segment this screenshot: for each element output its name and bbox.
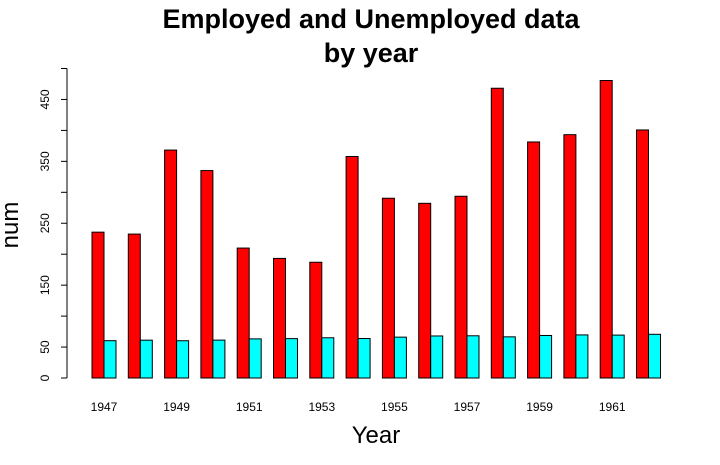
chart-title-line-1: Employed and Unemployed data — [162, 4, 580, 34]
unemployed-bar — [454, 195, 468, 379]
employed-bar — [103, 340, 117, 379]
unemployed-bar — [636, 129, 649, 379]
unemployed-bar — [236, 247, 250, 379]
unemployed-bar — [127, 233, 141, 379]
employed-bar — [321, 337, 335, 379]
x-tick-label: 1955 — [381, 400, 408, 414]
unemployed-bar — [527, 141, 541, 379]
y-tick-label: 350 — [38, 151, 52, 171]
employed-bar — [430, 335, 444, 379]
unemployed-bar — [599, 80, 613, 379]
employed-bar — [248, 338, 262, 379]
y-tick-label: 0 — [38, 374, 52, 381]
employed-bar — [502, 336, 516, 379]
unemployed-bar — [309, 261, 323, 379]
y-tick-label: 150 — [38, 275, 52, 295]
employed-bar — [176, 340, 190, 379]
employed-bar — [285, 338, 298, 379]
x-tick-label: 1947 — [91, 400, 118, 414]
employed-bar — [357, 338, 371, 379]
y-tick-label: 50 — [38, 340, 52, 354]
employed-bar — [393, 336, 407, 379]
x-axis-title: Year — [352, 422, 401, 449]
employed-bar — [539, 334, 553, 379]
x-tick-label: 1957 — [454, 400, 481, 414]
unemployed-bar — [345, 156, 359, 379]
unemployed-bar — [200, 170, 214, 379]
employed-bar — [611, 334, 625, 379]
x-tick-label: 1951 — [236, 400, 263, 414]
x-axis-tick-labels: 1947 1949 1951 1953 1955 1957 1959 1961 — [91, 400, 626, 414]
employed-bar — [648, 333, 661, 379]
unemployed-bar — [91, 231, 105, 379]
unemployed-bar — [418, 202, 432, 379]
x-tick-label: 1953 — [308, 400, 335, 414]
y-axis: 0 50 150 250 350 450 — [38, 68, 68, 381]
employed-bar — [212, 339, 226, 379]
unemployed-bar — [164, 149, 178, 379]
y-tick-label: 450 — [38, 89, 52, 109]
unemployed-bar — [273, 257, 286, 379]
unemployed-bar — [490, 87, 504, 379]
employed-bar — [466, 335, 480, 379]
employed-bar — [139, 339, 153, 379]
unemployed-bar — [563, 134, 577, 379]
y-tick-label: 250 — [38, 213, 52, 233]
chart-title-line-2: by year — [324, 38, 419, 68]
x-tick-label: 1959 — [526, 400, 553, 414]
x-tick-label: 1949 — [163, 400, 190, 414]
x-tick-label: 1961 — [599, 400, 626, 414]
employed-bar — [575, 334, 589, 379]
bar-series-group — [91, 80, 661, 379]
unemployed-bar — [381, 197, 395, 379]
y-axis-title: num — [0, 202, 24, 249]
